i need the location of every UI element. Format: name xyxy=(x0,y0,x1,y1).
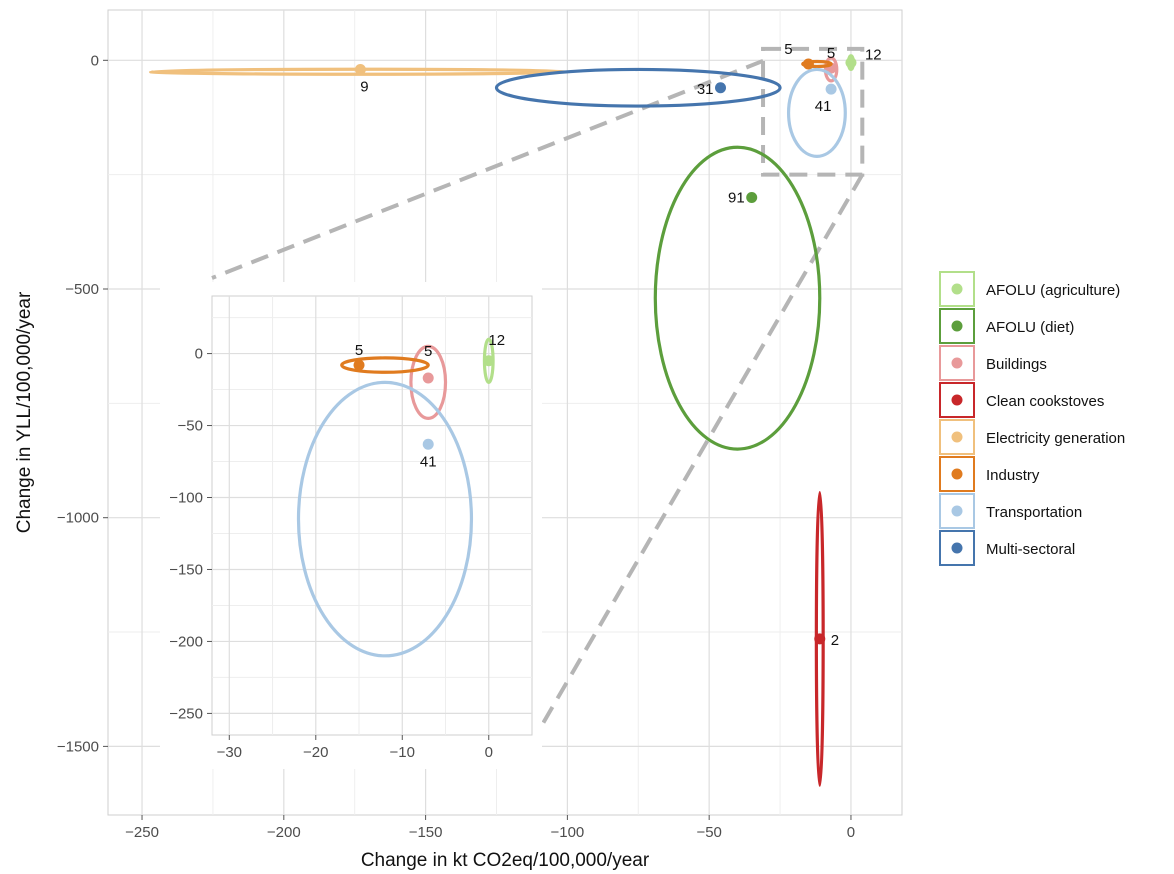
inset-panel xyxy=(211,295,533,736)
zoom-connector-lower xyxy=(540,173,865,727)
legend-dot-clean-cookstoves xyxy=(951,394,963,406)
inset-x-tick-label: 0 xyxy=(485,744,493,761)
x-tick-label: −50 xyxy=(696,824,721,841)
legend-label: Buildings xyxy=(986,356,1047,373)
x-tick-label: 0 xyxy=(847,824,855,841)
inset-x-tick-label: −30 xyxy=(217,744,242,761)
y-axis-title: Change in YLL/100,000/year xyxy=(14,291,35,533)
y-tick-label: −1000 xyxy=(57,510,99,527)
inset-point-label: 5 xyxy=(355,342,363,359)
point-label: 5 xyxy=(784,41,792,58)
point-clean-cookstoves xyxy=(814,633,826,645)
legend: AFOLU (agriculture) AFOLU (diet) Buildings… xyxy=(939,271,1125,566)
inset-series xyxy=(296,337,495,658)
inset-ellipse-buildings xyxy=(409,344,448,420)
point-label: 41 xyxy=(815,98,832,115)
y-tick-label: −500 xyxy=(65,281,99,298)
point-label: 12 xyxy=(865,47,882,64)
inset-y-tick-label: −250 xyxy=(169,705,203,722)
point-label: 5 xyxy=(827,45,835,62)
point-industry xyxy=(802,58,814,70)
ellipse-afolu-diet xyxy=(653,145,822,451)
point-label: 2 xyxy=(831,632,839,649)
legend-dot-afolu-agriculture xyxy=(951,283,963,295)
inset-point-label: 12 xyxy=(488,332,505,349)
y-tick-label: −1500 xyxy=(57,738,99,755)
legend-label: AFOLU (diet) xyxy=(986,319,1074,336)
inset-y-tick-label: −100 xyxy=(169,490,203,507)
point-label: 9 xyxy=(360,78,368,95)
point-label: 31 xyxy=(697,81,714,98)
point-multi-sectoral xyxy=(715,82,727,94)
ellipse-transportation xyxy=(786,67,847,158)
inset-point-afolu-agriculture xyxy=(483,355,495,367)
point-afolu-diet xyxy=(746,192,758,204)
inset-point-buildings xyxy=(422,372,434,384)
legend-dot-buildings xyxy=(951,357,963,369)
inset-ellipse-transportation xyxy=(296,380,474,658)
y-tick-label: 0 xyxy=(91,52,99,69)
legend-label: Clean cookstoves xyxy=(986,393,1104,410)
x-tick-label: −150 xyxy=(409,824,443,841)
inset-y-tick-label: −150 xyxy=(169,561,203,578)
ellipse-buildings xyxy=(823,56,839,83)
x-tick-label: −200 xyxy=(267,824,301,841)
legend-label: Transportation xyxy=(986,504,1082,521)
inset-ellipse-industry xyxy=(340,356,430,374)
inset-grid xyxy=(212,296,532,735)
legend-dot-afolu-diet xyxy=(951,320,963,332)
legend-key-clean-cookstoves xyxy=(939,382,975,418)
legend-label: Industry xyxy=(986,467,1040,484)
x-tick-label: −250 xyxy=(125,824,159,841)
legend-dot-transportation xyxy=(951,505,963,517)
ellipse-multi-sectoral xyxy=(494,67,782,108)
legend-dot-electricity-generation xyxy=(951,431,963,443)
x-tick-label: −100 xyxy=(550,824,584,841)
inset-point-industry xyxy=(353,359,365,371)
point-transportation xyxy=(825,83,837,95)
x-axis-title: Change in kt CO2eq/100,000/year xyxy=(361,850,650,871)
point-electricity-generation xyxy=(354,63,366,75)
ellipse-industry xyxy=(801,59,833,69)
inset-point-label: 41 xyxy=(420,453,437,470)
inset-point-transportation xyxy=(422,438,434,450)
inset-x-tick-label: −10 xyxy=(390,744,415,761)
legend-dot-industry xyxy=(951,468,963,480)
point-afolu-agriculture xyxy=(845,57,857,69)
point-label: 91 xyxy=(728,190,745,207)
inset-point-label: 5 xyxy=(424,343,432,360)
inset-y-tick-label: 0 xyxy=(195,346,203,363)
legend-label: AFOLU (agriculture) xyxy=(986,282,1120,299)
main-series xyxy=(148,54,857,787)
inset-y-tick-label: −200 xyxy=(169,633,203,650)
inset-y-tick-label: −50 xyxy=(178,418,203,435)
legend-label: Multi-sectoral xyxy=(986,541,1075,558)
inset-x-tick-label: −20 xyxy=(303,744,328,761)
legend-dot-multi-sectoral xyxy=(951,542,963,554)
legend-label: Electricity generation xyxy=(986,430,1125,447)
zoom-connector-upper xyxy=(211,59,764,280)
